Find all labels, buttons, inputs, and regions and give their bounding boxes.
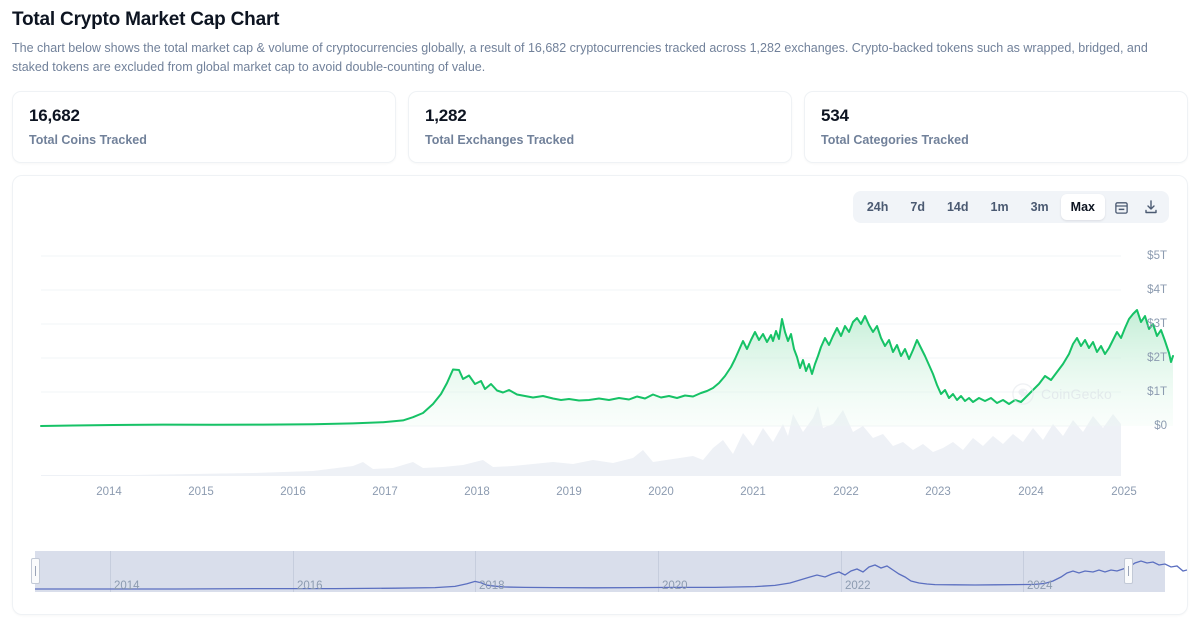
stat-card-categories: 534 Total Categories Tracked <box>804 91 1188 163</box>
x-tick-2017: 2017 <box>372 486 398 498</box>
navigator-gridline <box>475 551 476 592</box>
area-fill <box>41 310 1173 426</box>
page-description: The chart below shows the total market c… <box>12 41 1148 74</box>
y-tick-1t: $1T <box>1147 386 1167 398</box>
x-tick-2014: 2014 <box>96 486 122 498</box>
stat-value: 1,282 <box>425 106 467 125</box>
stats-row: 16,682 Total Coins Tracked 1,282 Total E… <box>12 91 1188 163</box>
navigator-tick-2024: 2024 <box>1027 580 1053 592</box>
chart-range-toolbar: 24h 7d 14d 1m 3m Max <box>852 191 1169 223</box>
navigator-gridline <box>1023 551 1024 592</box>
x-tick-2020: 2020 <box>648 486 674 498</box>
navigator-gridline <box>110 551 111 592</box>
stat-label: Total Categories Tracked <box>821 133 969 147</box>
range-button-3m[interactable]: 3m <box>1021 194 1059 220</box>
navigator-gridline <box>841 551 842 592</box>
navigator-tick-2014: 2014 <box>114 580 140 592</box>
market-cap-series <box>40 309 1174 427</box>
range-button-max[interactable]: Max <box>1060 194 1105 220</box>
volume-histogram <box>41 406 1121 476</box>
y-tick-4t: $4T <box>1147 284 1167 296</box>
x-tick-2019: 2019 <box>556 486 582 498</box>
x-tick-2016: 2016 <box>280 486 306 498</box>
x-tick-2015: 2015 <box>188 486 214 498</box>
navigator-handle-left[interactable] <box>31 558 40 584</box>
stat-card-coins: 16,682 Total Coins Tracked <box>12 91 396 163</box>
y-tick-2t: $2T <box>1147 352 1167 364</box>
x-tick-2025: 2025 <box>1111 486 1137 498</box>
range-button-7d[interactable]: 7d <box>900 194 935 220</box>
calendar-icon[interactable] <box>1107 195 1135 219</box>
x-tick-2023: 2023 <box>925 486 951 498</box>
navigator-tick-2020: 2020 <box>662 580 688 592</box>
navigator-gridline <box>658 551 659 592</box>
market-cap-area-chart <box>40 255 1174 476</box>
navigator-tick-2022: 2022 <box>845 580 871 592</box>
stat-card-exchanges: 1,282 Total Exchanges Tracked <box>408 91 792 163</box>
page-title: Total Crypto Market Cap Chart <box>12 9 280 30</box>
chart-card: 24h 7d 14d 1m 3m Max <box>12 175 1188 615</box>
range-button-1m[interactable]: 1m <box>981 194 1019 220</box>
range-button-14d[interactable]: 14d <box>937 194 979 220</box>
stat-label: Total Exchanges Tracked <box>425 133 575 147</box>
range-button-24h[interactable]: 24h <box>857 194 899 220</box>
stat-label: Total Coins Tracked <box>29 133 147 147</box>
stat-value: 16,682 <box>29 106 80 125</box>
market-cap-line <box>40 309 1174 427</box>
navigator-gridline <box>293 551 294 592</box>
download-icon[interactable] <box>1137 195 1165 219</box>
navigator-line-chart <box>35 560 1187 590</box>
y-tick-5t: $5T <box>1147 250 1167 262</box>
x-tick-2018: 2018 <box>464 486 490 498</box>
x-tick-2021: 2021 <box>740 486 766 498</box>
chart-navigator[interactable]: 2014 2016 2018 2020 2022 2024 <box>31 551 1187 596</box>
y-tick-3t: $3T <box>1147 318 1167 330</box>
x-tick-2022: 2022 <box>833 486 859 498</box>
navigator-tick-2016: 2016 <box>297 580 323 592</box>
stat-value: 534 <box>821 106 849 125</box>
x-tick-2024: 2024 <box>1018 486 1044 498</box>
navigator-handle-right[interactable] <box>1124 558 1133 584</box>
y-tick-0: $0 <box>1154 420 1167 432</box>
navigator-tick-2018: 2018 <box>479 580 505 592</box>
